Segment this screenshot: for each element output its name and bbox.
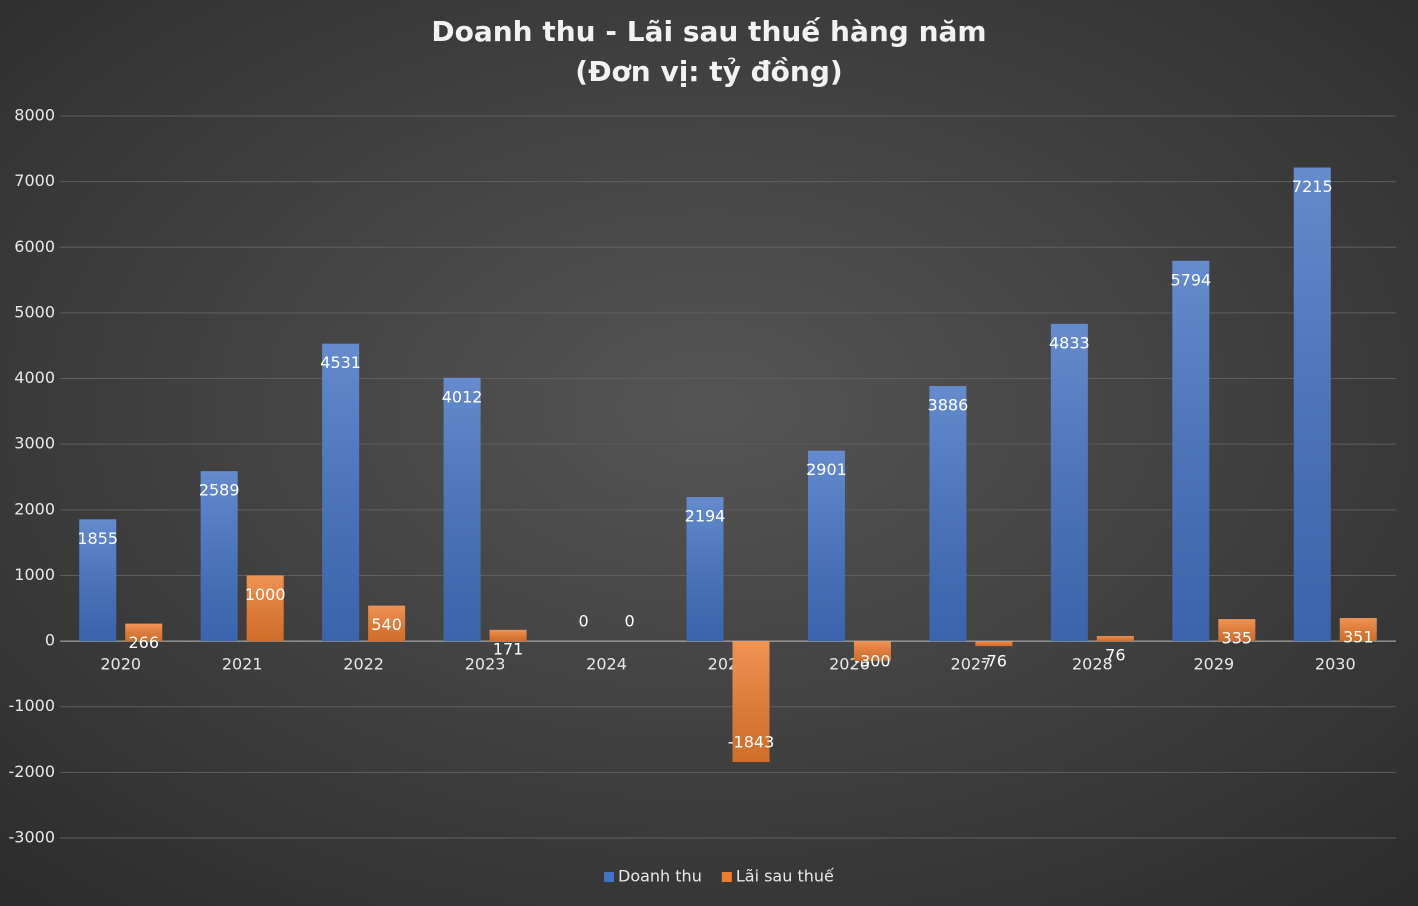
- x-tick-label: 2020: [100, 655, 141, 674]
- bar-shade: [1172, 260, 1210, 642]
- x-tick-label: 2028: [1072, 655, 1113, 674]
- bar-shade: [1096, 636, 1134, 642]
- x-tick-label: 2030: [1315, 655, 1356, 674]
- y-tick-label: 6000: [14, 237, 55, 256]
- bar-shade: [443, 377, 481, 642]
- value-label: 4012: [442, 387, 483, 406]
- value-label: 266: [128, 633, 159, 652]
- value-label: 171: [493, 639, 524, 658]
- y-tick-label: 5000: [14, 302, 55, 321]
- bar-shade: [1339, 618, 1377, 642]
- y-tick-label: -3000: [9, 828, 56, 847]
- bar-shade: [125, 623, 163, 642]
- y-tick-label: 8000: [14, 106, 55, 125]
- x-tick-label: 2022: [343, 655, 384, 674]
- value-label: 3886: [928, 396, 969, 415]
- x-tick-label: 2029: [1193, 655, 1234, 674]
- x-tick-label: 2021: [222, 655, 263, 674]
- y-tick-label: 4000: [14, 368, 55, 387]
- bar-shade: [489, 629, 527, 642]
- chart-subtitle: (Đơn vị: tỷ đồng): [575, 55, 842, 88]
- bar-shade: [368, 605, 406, 642]
- x-tick-label: 2023: [465, 655, 506, 674]
- value-label: 2194: [685, 507, 726, 526]
- legend-label: Doanh thu: [618, 867, 702, 886]
- bar-shade: [322, 343, 360, 642]
- bar-shade: [686, 497, 724, 642]
- value-label: 7215: [1292, 177, 1333, 196]
- legend-swatch: [604, 872, 614, 882]
- value-label: -76: [981, 652, 1007, 671]
- bar-shade: [246, 575, 284, 642]
- x-tick-label: 2024: [586, 655, 627, 674]
- bar-shade: [1293, 167, 1331, 642]
- bar-shade: [79, 519, 117, 642]
- chart-title: Doanh thu - Lãi sau thuế hàng năm: [431, 15, 986, 48]
- value-label: -1843: [728, 733, 775, 752]
- bar-shade: [853, 641, 891, 661]
- value-label: 0: [624, 612, 634, 631]
- bar-shade: [975, 641, 1013, 647]
- bar-shade: [1050, 323, 1088, 642]
- value-label: 2901: [806, 460, 847, 479]
- value-label: 2589: [199, 481, 240, 500]
- y-tick-label: 2000: [14, 499, 55, 518]
- value-label: 540: [371, 615, 402, 634]
- value-label: 351: [1343, 628, 1374, 647]
- y-tick-label: -2000: [9, 762, 56, 781]
- value-label: 1855: [77, 529, 118, 548]
- bar-shade: [1218, 619, 1256, 642]
- value-label: 4833: [1049, 333, 1090, 352]
- y-tick-label: 1000: [14, 565, 55, 584]
- legend-label: Lãi sau thuế: [736, 867, 834, 886]
- value-label: 335: [1222, 629, 1253, 648]
- value-label: 5794: [1170, 270, 1211, 289]
- bar-shade: [200, 471, 238, 642]
- value-label: 4531: [320, 353, 361, 372]
- value-label: 1000: [245, 585, 286, 604]
- legend-swatch: [721, 872, 732, 882]
- y-tick-label: 0: [45, 631, 55, 650]
- y-tick-label: 3000: [14, 434, 55, 453]
- value-label: -300: [854, 652, 890, 671]
- y-tick-label: 7000: [14, 171, 55, 190]
- x-tick-label: 2027: [951, 655, 992, 674]
- value-label: 0: [578, 612, 588, 631]
- bar-shade: [732, 641, 770, 763]
- bar-shade: [929, 386, 967, 642]
- bar-shade: [807, 450, 845, 642]
- y-tick-label: -1000: [9, 696, 56, 715]
- value-label: 76: [1105, 646, 1125, 665]
